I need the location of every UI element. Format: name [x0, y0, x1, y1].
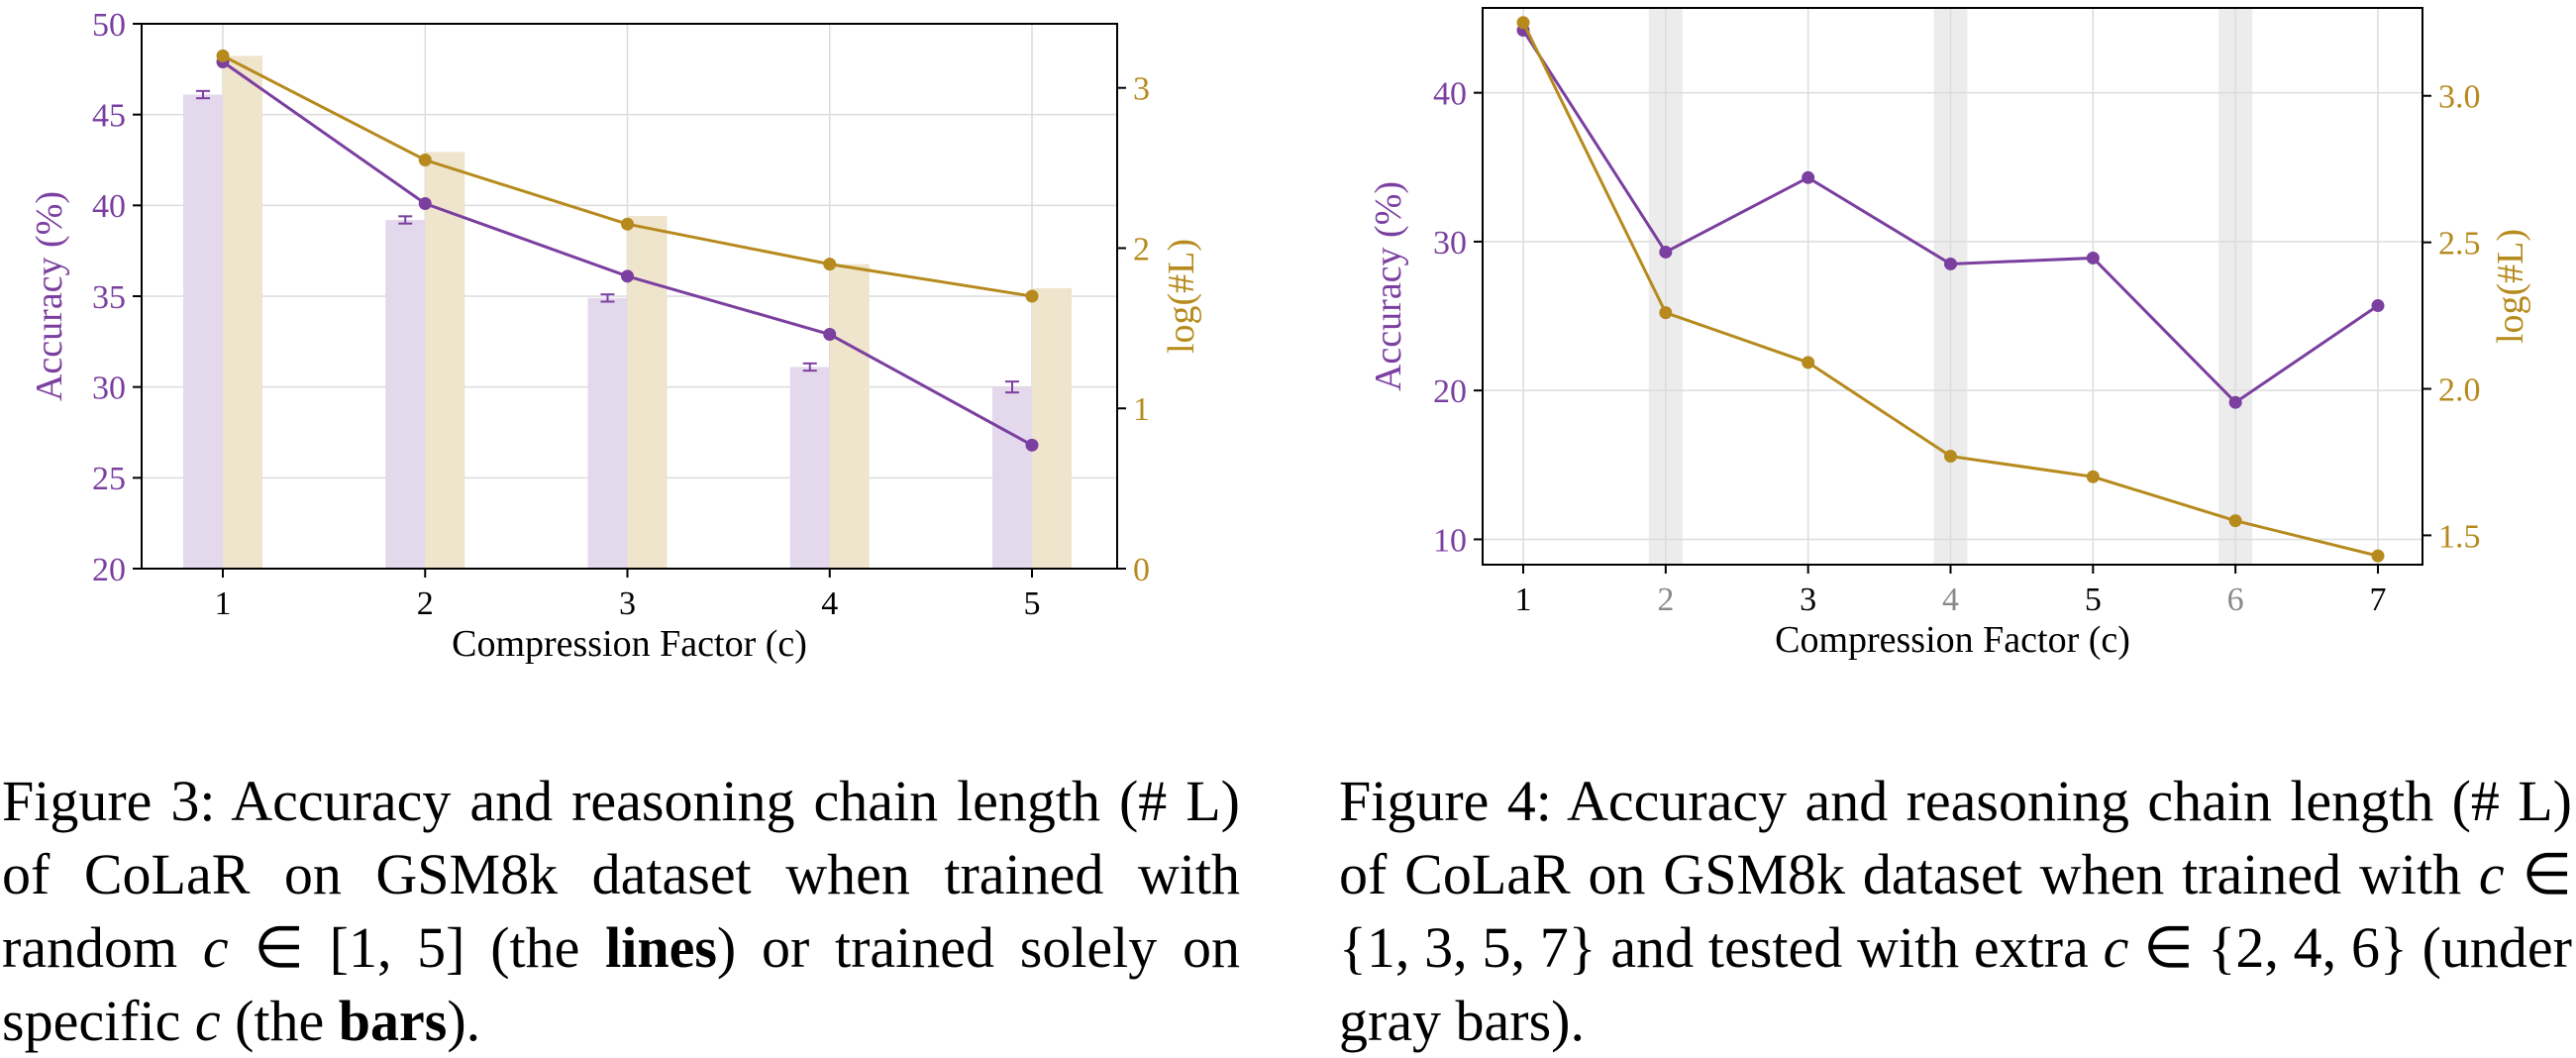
x-tick-label: 5	[2085, 582, 2102, 618]
y-left-tick-label: 45	[92, 98, 126, 135]
caption-text: ) or trained solely on specific	[2, 915, 1241, 1053]
x-tick-label: 3	[619, 585, 636, 622]
x-tick-label: 2	[1657, 582, 1674, 618]
x-tick-label: 4	[1942, 582, 1959, 618]
y-right-tick-label: 1	[1133, 391, 1150, 428]
y-right-tick-label: 2	[1133, 231, 1150, 267]
accuracy-point	[2371, 299, 2385, 313]
length-point	[2371, 549, 2385, 563]
length-point	[216, 49, 230, 62]
accuracy-point	[1802, 170, 1815, 184]
x-tick-label: 5	[1024, 585, 1041, 622]
length-point	[1802, 356, 1815, 370]
x-tick-label: 7	[2370, 582, 2387, 618]
accuracy-point	[2228, 395, 2242, 409]
caption-bold: lines	[605, 915, 717, 980]
length-bar	[425, 152, 465, 570]
accuracy-point	[621, 269, 634, 283]
x-tick-label: 1	[215, 585, 232, 622]
caption-text: Figure 3: Accuracy and reasoning chain l…	[2, 769, 1240, 980]
y-left-tick-label: 40	[1433, 76, 1467, 113]
length-point	[621, 217, 634, 231]
y-right-axis-label: log(#L)	[2490, 229, 2531, 344]
length-bar	[1032, 287, 1072, 569]
y-right-tick-label: 2.5	[2438, 226, 2481, 263]
accuracy-point	[418, 197, 432, 210]
y-right-axis-label: log(#L)	[1161, 239, 1202, 354]
y-left-tick-label: 25	[92, 461, 126, 497]
accuracy-bar	[587, 297, 628, 569]
x-axis-label: Compression Factor (c)	[452, 623, 807, 665]
accuracy-point	[823, 328, 837, 341]
y-left-tick-label: 20	[1433, 373, 1467, 410]
length-point	[2086, 470, 2100, 483]
caption-math: c	[202, 915, 229, 980]
caption-text: ∈ {1, 3, 5, 7} and tested with extra	[1339, 842, 2572, 980]
y-right-tick-label: 1.5	[2438, 518, 2481, 555]
caption-text: (the	[220, 989, 339, 1053]
length-point	[1944, 450, 1957, 464]
y-right-tick-label: 3.0	[2438, 79, 2481, 116]
caption-text: Figure 4: Accuracy and reasoning chain l…	[1339, 769, 2572, 906]
length-point	[823, 258, 837, 271]
accuracy-point	[1025, 438, 1039, 452]
caption-text: ∈ [1, 5] (the	[228, 915, 606, 980]
x-tick-label: 6	[2227, 582, 2244, 618]
accuracy-point	[1944, 257, 1957, 270]
y-left-tick-label: 35	[92, 279, 126, 316]
length-bar	[829, 264, 870, 569]
accuracy-point	[1659, 245, 1673, 259]
accuracy-bar	[385, 220, 426, 569]
plot-frame	[1482, 7, 2423, 566]
accuracy-bar	[992, 386, 1032, 569]
x-tick-label: 4	[821, 585, 838, 622]
length-bar	[223, 55, 262, 569]
y-left-tick-label: 20	[92, 552, 126, 588]
length-point	[418, 154, 432, 166]
y-left-axis-label: Accuracy (%)	[1368, 181, 1409, 391]
y-left-tick-label: 30	[92, 370, 126, 407]
x-tick-label: 3	[1800, 582, 1816, 618]
caption-math: c	[2103, 915, 2129, 980]
x-axis-label: Compression Factor (c)	[1775, 619, 2130, 661]
y-left-tick-label: 40	[92, 188, 126, 225]
caption-math: c	[2478, 842, 2505, 906]
x-tick-label: 2	[417, 585, 434, 622]
y-left-tick-label: 10	[1433, 522, 1467, 559]
length-point	[1025, 289, 1039, 303]
y-right-tick-label: 2.0	[2438, 371, 2481, 408]
y-right-tick-label: 3	[1133, 71, 1150, 108]
length-bar	[627, 216, 668, 569]
length-point	[1516, 16, 1530, 30]
chart-fig4: 1 2 3 4 5 6 7 10 20 30 40 1.5 2.0 2.5 3.0 Compression F…	[1368, 7, 2531, 661]
accuracy-point	[2086, 251, 2100, 264]
caption-fig4: Figure 4: Accuracy and reasoning chain l…	[1339, 765, 2572, 1058]
length-point	[1659, 306, 1673, 320]
y-left-axis-label: Accuracy (%)	[29, 191, 70, 401]
caption-text: ).	[447, 989, 481, 1053]
y-right-tick-label: 0	[1133, 552, 1150, 588]
y-left-tick-label: 30	[1433, 225, 1467, 262]
length-point	[2228, 514, 2242, 528]
y-left-tick-label: 50	[92, 7, 126, 44]
accuracy-bar	[789, 367, 830, 569]
caption-math: c	[194, 989, 221, 1053]
caption-fig3: Figure 3: Accuracy and reasoning chain l…	[2, 765, 1240, 1058]
x-tick-label: 1	[1515, 582, 1532, 618]
accuracy-bar	[183, 94, 223, 569]
caption-text: ∈ {2, 4, 6} (under gray bars).	[1339, 915, 2572, 1053]
caption-bold: bars	[338, 989, 448, 1053]
